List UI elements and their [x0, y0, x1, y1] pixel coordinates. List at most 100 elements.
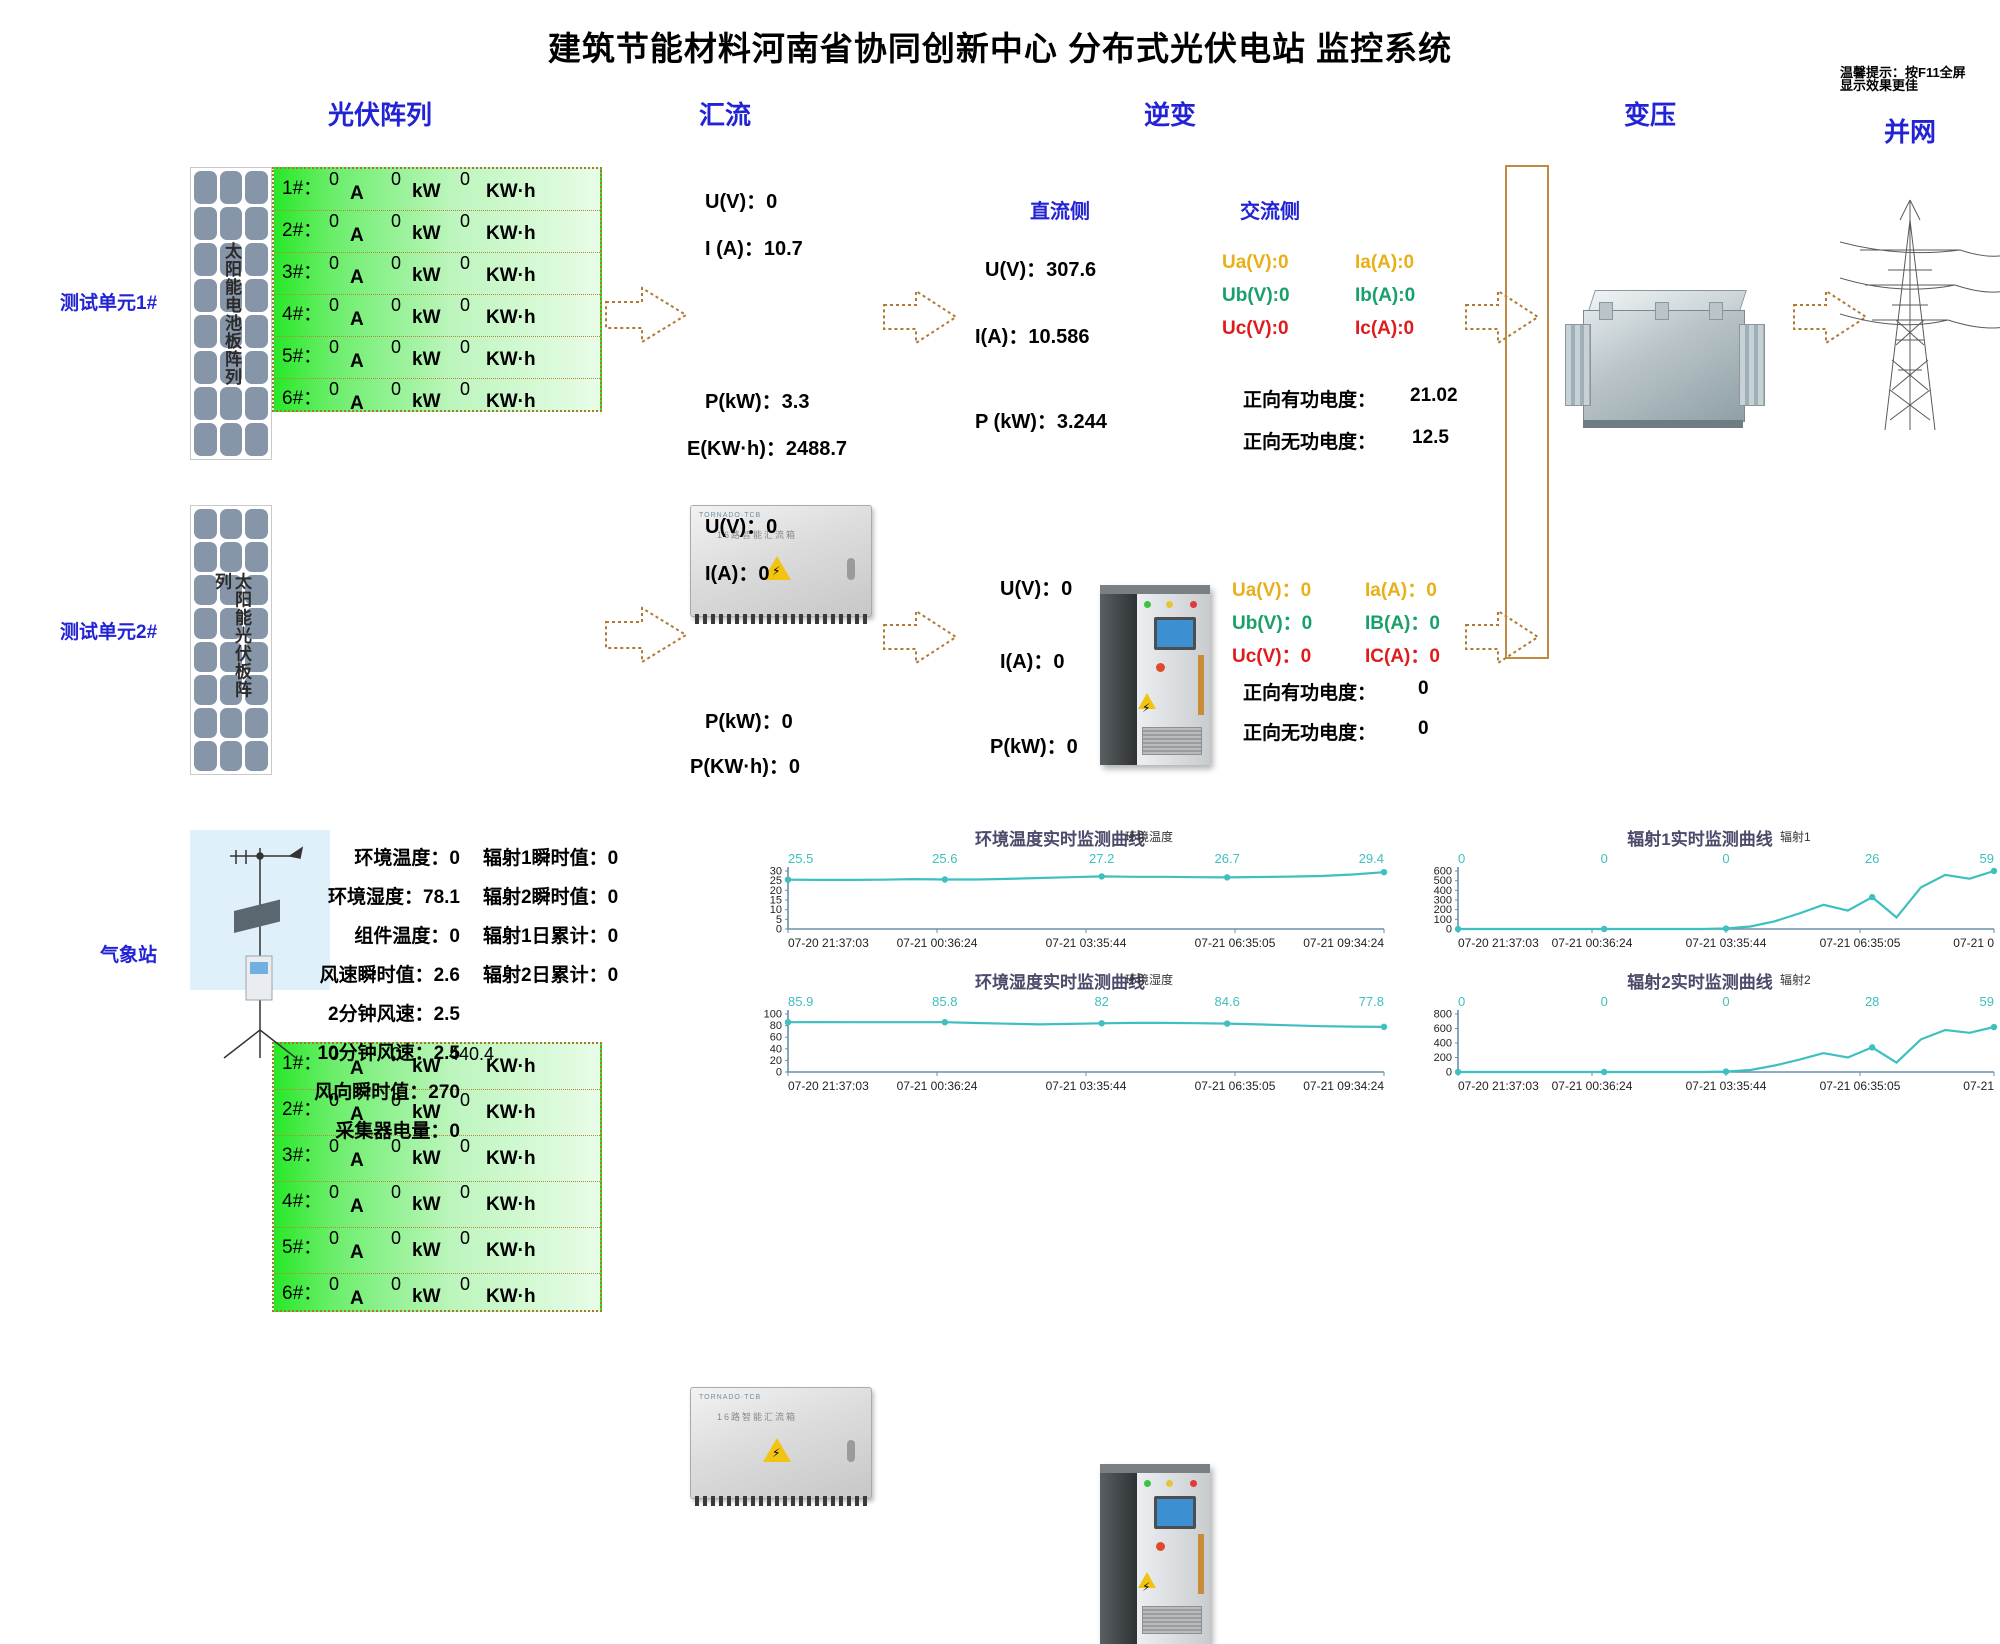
panel-cell: [245, 279, 268, 312]
cabinet-vent-grill: [1142, 727, 1202, 755]
panel-cell: [245, 608, 268, 639]
inverter-2-dc-power: P(kW)：0: [990, 736, 1078, 758]
chart-point-label: 0: [1458, 994, 1465, 1009]
panel-cell: [194, 509, 217, 540]
array-row-power-unit: kW: [412, 1194, 441, 1215]
chart-plot-area: 800 600 400 200 0 07-20 21:37:03 07-21 00:36:2…: [1400, 990, 2000, 1098]
array-row-current: 0: [329, 1090, 340, 1110]
chart-data-point: [1380, 1023, 1388, 1031]
array-row: 5#： 0 A 0 kW 0 KW·h: [274, 337, 600, 379]
array-row-id: 5#：: [282, 346, 323, 367]
chart-svg: 800 600 400 200 0 07-20 21:37:03 07-21 00:36:2…: [1434, 994, 1998, 1093]
chart-data-point: [1380, 868, 1388, 876]
svg-text:300: 300: [1434, 895, 1452, 907]
cabinet-left-panel: [1100, 1464, 1138, 1644]
array-row-power: 0: [391, 253, 402, 273]
combiner-box-1: TORNADO·TCB 16路智能汇流箱: [690, 505, 872, 624]
svg-text:07-21 06:35:05: 07-21 06:35:05: [1195, 936, 1276, 950]
panel-cell: [194, 315, 217, 348]
combiner-handle-icon: [847, 1440, 855, 1462]
cabinet-handle-icon: [1198, 655, 1204, 715]
panel-cell: [219, 423, 243, 456]
panel-cell: [245, 641, 268, 672]
svg-text:10: 10: [770, 904, 782, 916]
flow-arrow-array-to-combiner-2: [605, 606, 688, 664]
array-row-current-unit: A: [350, 1288, 364, 1309]
flow-arrow-transformer-to-grid: [1793, 289, 1868, 345]
svg-text:07-20 21:37:03: 07-20 21:37:03: [1458, 1079, 1539, 1093]
chart-data-point: [784, 1018, 792, 1026]
cabinet-hmi-screen[interactable]: [1154, 1496, 1196, 1529]
weather-right-column: 辐射1瞬时值：0 辐射2瞬时值：0 辐射1日累计：0 辐射2日累计：0: [483, 843, 683, 987]
chart-legend: 辐射1: [1780, 830, 1811, 844]
panel-cell: [194, 351, 217, 384]
array-row-energy: 0: [460, 253, 471, 273]
chart-series-line: [787, 871, 1385, 881]
svg-text:100: 100: [1434, 914, 1452, 926]
solar-panel-graphic-2: 太阳能光伏板阵列: [190, 505, 272, 775]
transformer-bushing-icon: [1709, 302, 1723, 320]
panel-cell: [219, 351, 243, 384]
chart-point-label: 84.6: [1215, 994, 1240, 1009]
panel-cell: [194, 542, 217, 573]
panel-cell: [194, 740, 217, 771]
array-row: 1#： 0 A 0 kW 440.4 KW·h: [274, 1044, 600, 1090]
inverter-2-ic: IC(A)：0: [1365, 646, 1440, 667]
svg-text:600: 600: [1434, 866, 1452, 878]
inverter-1-active-energy-value: 21.02: [1410, 385, 1458, 406]
weather-metric: 辐射2瞬时值：0: [483, 887, 619, 908]
panel-cell: [245, 423, 268, 456]
svg-text:0: 0: [1446, 1067, 1452, 1079]
svg-text:100: 100: [764, 1009, 782, 1021]
chart-point-label: 82: [1094, 994, 1108, 1009]
array-row: 2#： 0 A 0 kW 0 KW·h: [274, 1090, 600, 1136]
combiner-handle-icon: [847, 558, 855, 580]
led-indicator-icon: [1156, 663, 1165, 672]
svg-text:400: 400: [1434, 885, 1452, 897]
warning-triangle-icon: [1138, 693, 1156, 715]
stage-heading-grid: 并网: [1883, 117, 1936, 147]
weather-metric: 环境温度：0: [354, 848, 460, 869]
panel-cell: [194, 707, 217, 738]
panel-cell: [245, 707, 268, 738]
array-row-current: 0: [329, 295, 340, 315]
chart-data-point: [941, 876, 949, 883]
cabinet-hmi-screen[interactable]: [1154, 617, 1196, 650]
weather-metric: 风速瞬时值：2.6: [319, 965, 460, 986]
svg-text:07-21 03:35:44: 07-21 03:35:44: [1046, 936, 1127, 950]
cabinet-left-panel: [1100, 585, 1138, 765]
array-row-power: 0: [391, 337, 402, 357]
array-row-energy: 0: [460, 1274, 471, 1294]
solar-panel-graphic-1: 太阳能电池板阵列: [190, 167, 272, 460]
panel-cell: [219, 707, 243, 738]
panel-cell: [219, 315, 243, 348]
chart-point-label: 28: [1865, 994, 1879, 1009]
svg-text:07-21 00:36:24: 07-21 00:36:24: [897, 936, 978, 950]
weather-metric: 风向瞬时值：270: [314, 1082, 460, 1103]
inverter-cabinet-1: [1100, 585, 1210, 765]
panel-cell: [219, 608, 243, 639]
svg-text:07-21 00:36:24: 07-21 00:36:24: [897, 1079, 978, 1093]
svg-text:200: 200: [1434, 904, 1452, 916]
array-row: 2#： 0 A 0 kW 0 KW·h: [274, 211, 600, 253]
array-row-current: 0: [329, 1228, 340, 1248]
inverter-2-ub: Ub(V)：0: [1232, 613, 1313, 634]
combiner-brand-label: TORNADO·TCB: [699, 512, 762, 519]
chart-plot-area: 30 25 20 15 10 5 0 07-20 21:37:03 07-21 00:36:24…: [730, 847, 1390, 955]
array-row-power: 0: [391, 211, 402, 231]
array-row: 5#： 0 A 0 kW 0 KW·h: [274, 1228, 600, 1274]
chart-point-label: 0: [1601, 994, 1608, 1009]
chart-humidity: 环境湿度实时监测曲线 环境湿度 100 80 60 40 20 0 07-20 21:37:…: [730, 968, 1390, 1098]
chart-radiation-1: 辐射1实时监测曲线 辐射1 600 500 400 300 200 100 0 07-20 2…: [1400, 825, 2000, 955]
array-row-id: 4#：: [282, 1191, 323, 1212]
led-yellow-icon: [1166, 1480, 1173, 1487]
svg-text:07-20 21:37:03: 07-20 21:37:03: [1458, 936, 1539, 950]
array-row-current: 0: [329, 1274, 340, 1294]
combiner-1-energy: E(KW·h)：2488.7: [687, 438, 848, 460]
svg-text:07-20 21:37:03: 07-20 21:37:03: [788, 1079, 869, 1093]
chart-title: 环境温度实时监测曲线: [975, 830, 1145, 849]
panel-cell: [245, 542, 268, 573]
svg-text:07-21: 07-21: [1963, 1079, 1994, 1093]
inverter-1-dc-current: I(A)：10.586: [975, 326, 1090, 348]
array-row-energy: 0: [460, 169, 471, 189]
